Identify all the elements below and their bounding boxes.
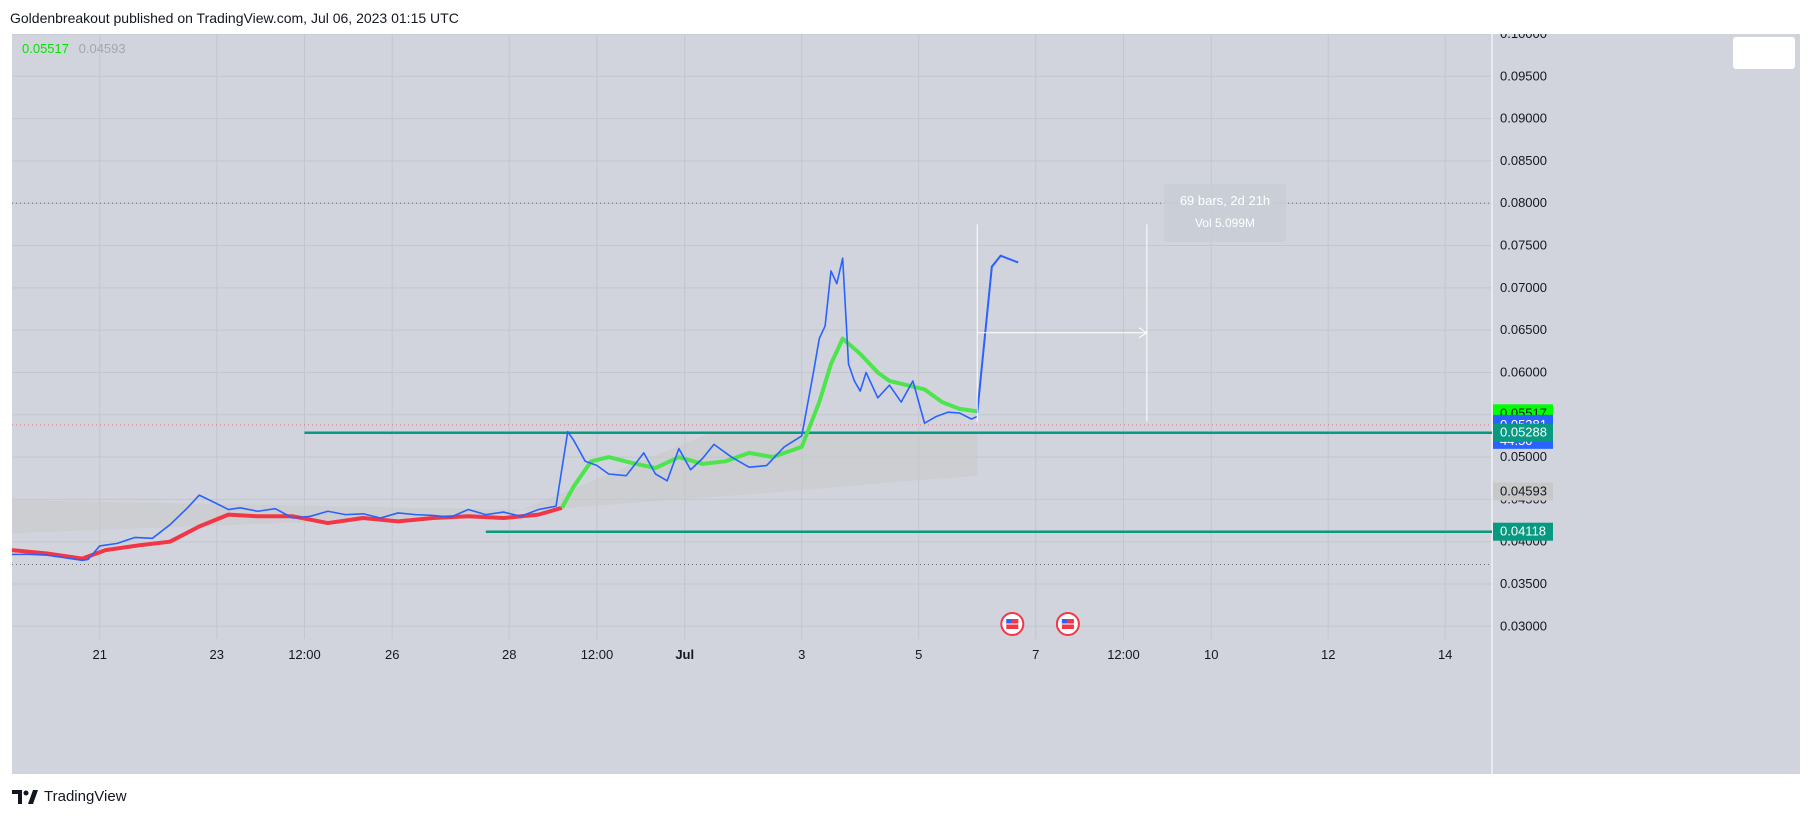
y-tick-label: 0.03500: [1500, 576, 1547, 591]
chart-area[interactable]: 0.030000.035000.040000.045000.050000.055…: [12, 34, 1800, 774]
legend-value-current: 0.05517: [22, 41, 69, 56]
y-tick-label: 0.10000: [1500, 34, 1547, 41]
legend-value-ma: 0.04593: [78, 41, 126, 56]
x-tick-label: 12:00: [288, 647, 321, 662]
x-tick-label: 23: [210, 647, 224, 662]
footer-brand: TradingView: [12, 788, 127, 805]
x-tick-label: 26: [385, 647, 399, 662]
x-tick-label: 14: [1438, 647, 1452, 662]
x-tick-label: 7: [1032, 647, 1039, 662]
y-tick-label: 0.09500: [1500, 68, 1547, 83]
y-tick-label: 0.07500: [1500, 238, 1547, 253]
price-label-box: [1493, 423, 1553, 442]
x-tick-label: 12:00: [581, 647, 614, 662]
price-line[interactable]: [12, 257, 978, 562]
tradingview-logo-text: TradingView: [44, 788, 127, 805]
y-tick-label: 0.06000: [1500, 364, 1547, 379]
x-tick-label: 28: [502, 647, 516, 662]
price-scale-top-box[interactable]: [1733, 37, 1795, 69]
x-tick-label: Jul: [675, 647, 694, 662]
x-tick-label: 10: [1204, 647, 1218, 662]
y-tick-label: 0.09000: [1500, 111, 1547, 126]
measure-arrow-head: [1138, 327, 1148, 339]
measure-tooltip: 69 bars, 2d 21h Vol 5.099M: [1164, 184, 1286, 242]
x-tick-label: 12:00: [1107, 647, 1140, 662]
x-tick-label: 12: [1321, 647, 1335, 662]
projection-arrow[interactable]: [976, 254, 1019, 414]
measure-volume-text: Vol 5.099M: [1194, 216, 1256, 230]
us-flag-canton-icon: [1061, 619, 1067, 624]
x-tick-label: 5: [915, 647, 922, 662]
y-tick-label: 0.05000: [1500, 449, 1547, 464]
price-label-box: [1493, 482, 1553, 501]
price-label-text: 0.05288: [1500, 425, 1547, 440]
x-tick-label: 21: [93, 647, 107, 662]
y-tick-label: 0.03000: [1500, 618, 1547, 633]
tradingview-logo-icon: [12, 789, 38, 804]
moving-average-down-line[interactable]: [12, 505, 563, 561]
us-flag-canton-icon: [1006, 619, 1012, 624]
x-tick-label: 3: [798, 647, 805, 662]
publish-header: Goldenbreakout published on TradingView.…: [10, 10, 459, 26]
y-tick-label: 0.08500: [1500, 153, 1547, 168]
chart-legend: 0.05517 0.04593: [22, 41, 126, 56]
price-label-text: 0.04118: [1500, 524, 1546, 539]
y-tick-label: 0.08000: [1500, 195, 1547, 210]
measure-bars-text: 69 bars, 2d 21h: [1179, 193, 1271, 208]
price-chart[interactable]: 0.030000.035000.040000.045000.050000.055…: [12, 34, 1800, 774]
moving-average-up-line[interactable]: [560, 336, 978, 509]
y-tick-label: 0.07000: [1500, 280, 1547, 295]
price-label-box: [1493, 522, 1553, 541]
y-tick-label: 0.06500: [1500, 322, 1547, 337]
price-label-text: 0.04593: [1500, 484, 1547, 499]
